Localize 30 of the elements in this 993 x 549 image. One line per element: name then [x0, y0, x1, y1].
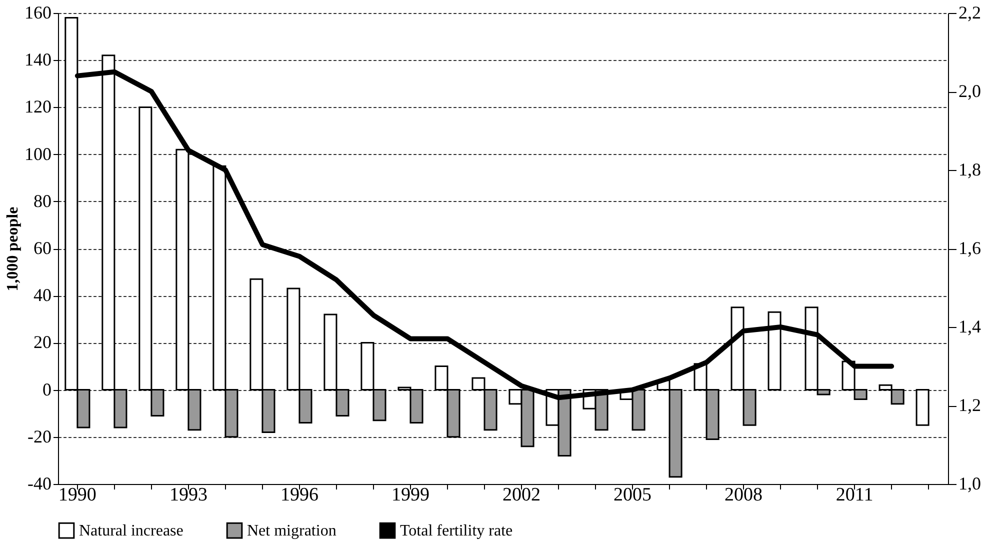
- y-axis-title: 1,000 people: [4, 206, 22, 292]
- y2-tick-label: 2,0: [958, 81, 981, 101]
- y-tick-label: 140: [24, 50, 52, 70]
- y2-tick-label: 1,8: [958, 160, 981, 180]
- x-tick-label: 2002: [502, 484, 541, 506]
- y-tick-label: 80: [34, 190, 52, 211]
- x-tick-label: 1999: [391, 484, 430, 506]
- y-tick-label: -40: [28, 474, 52, 494]
- y-tick-label: -20: [28, 426, 52, 446]
- y-tick-label: 60: [34, 238, 52, 258]
- legend-label: Net migration: [247, 522, 336, 540]
- y-tick-label: 120: [24, 96, 52, 117]
- y2-tick-label: 1,4: [958, 316, 981, 336]
- y-tick-label: 100: [24, 144, 52, 164]
- legend-label: Total fertility rate: [400, 522, 513, 540]
- x-tick-label: 2008: [724, 484, 763, 506]
- x-tick-label: 1990: [58, 484, 96, 506]
- y2-tick-label: 1,0: [958, 474, 981, 494]
- legend-label: Natural increase: [79, 522, 184, 540]
- x-tick-label: 2005: [614, 484, 652, 506]
- y-tick-label: 40: [34, 285, 52, 306]
- x-tick-label: 1996: [280, 484, 318, 506]
- y-tick-label: 0: [42, 379, 52, 400]
- y-tick-label: 20: [34, 332, 52, 352]
- y-tick-label: 160: [24, 2, 52, 22]
- x-tick-label: 2011: [836, 484, 874, 506]
- y2-tick-label: 1,2: [958, 395, 981, 415]
- x-tick-label: 1993: [169, 484, 208, 506]
- y2-tick-label: 1,6: [958, 238, 981, 258]
- y2-tick-label: 2,2: [958, 2, 981, 22]
